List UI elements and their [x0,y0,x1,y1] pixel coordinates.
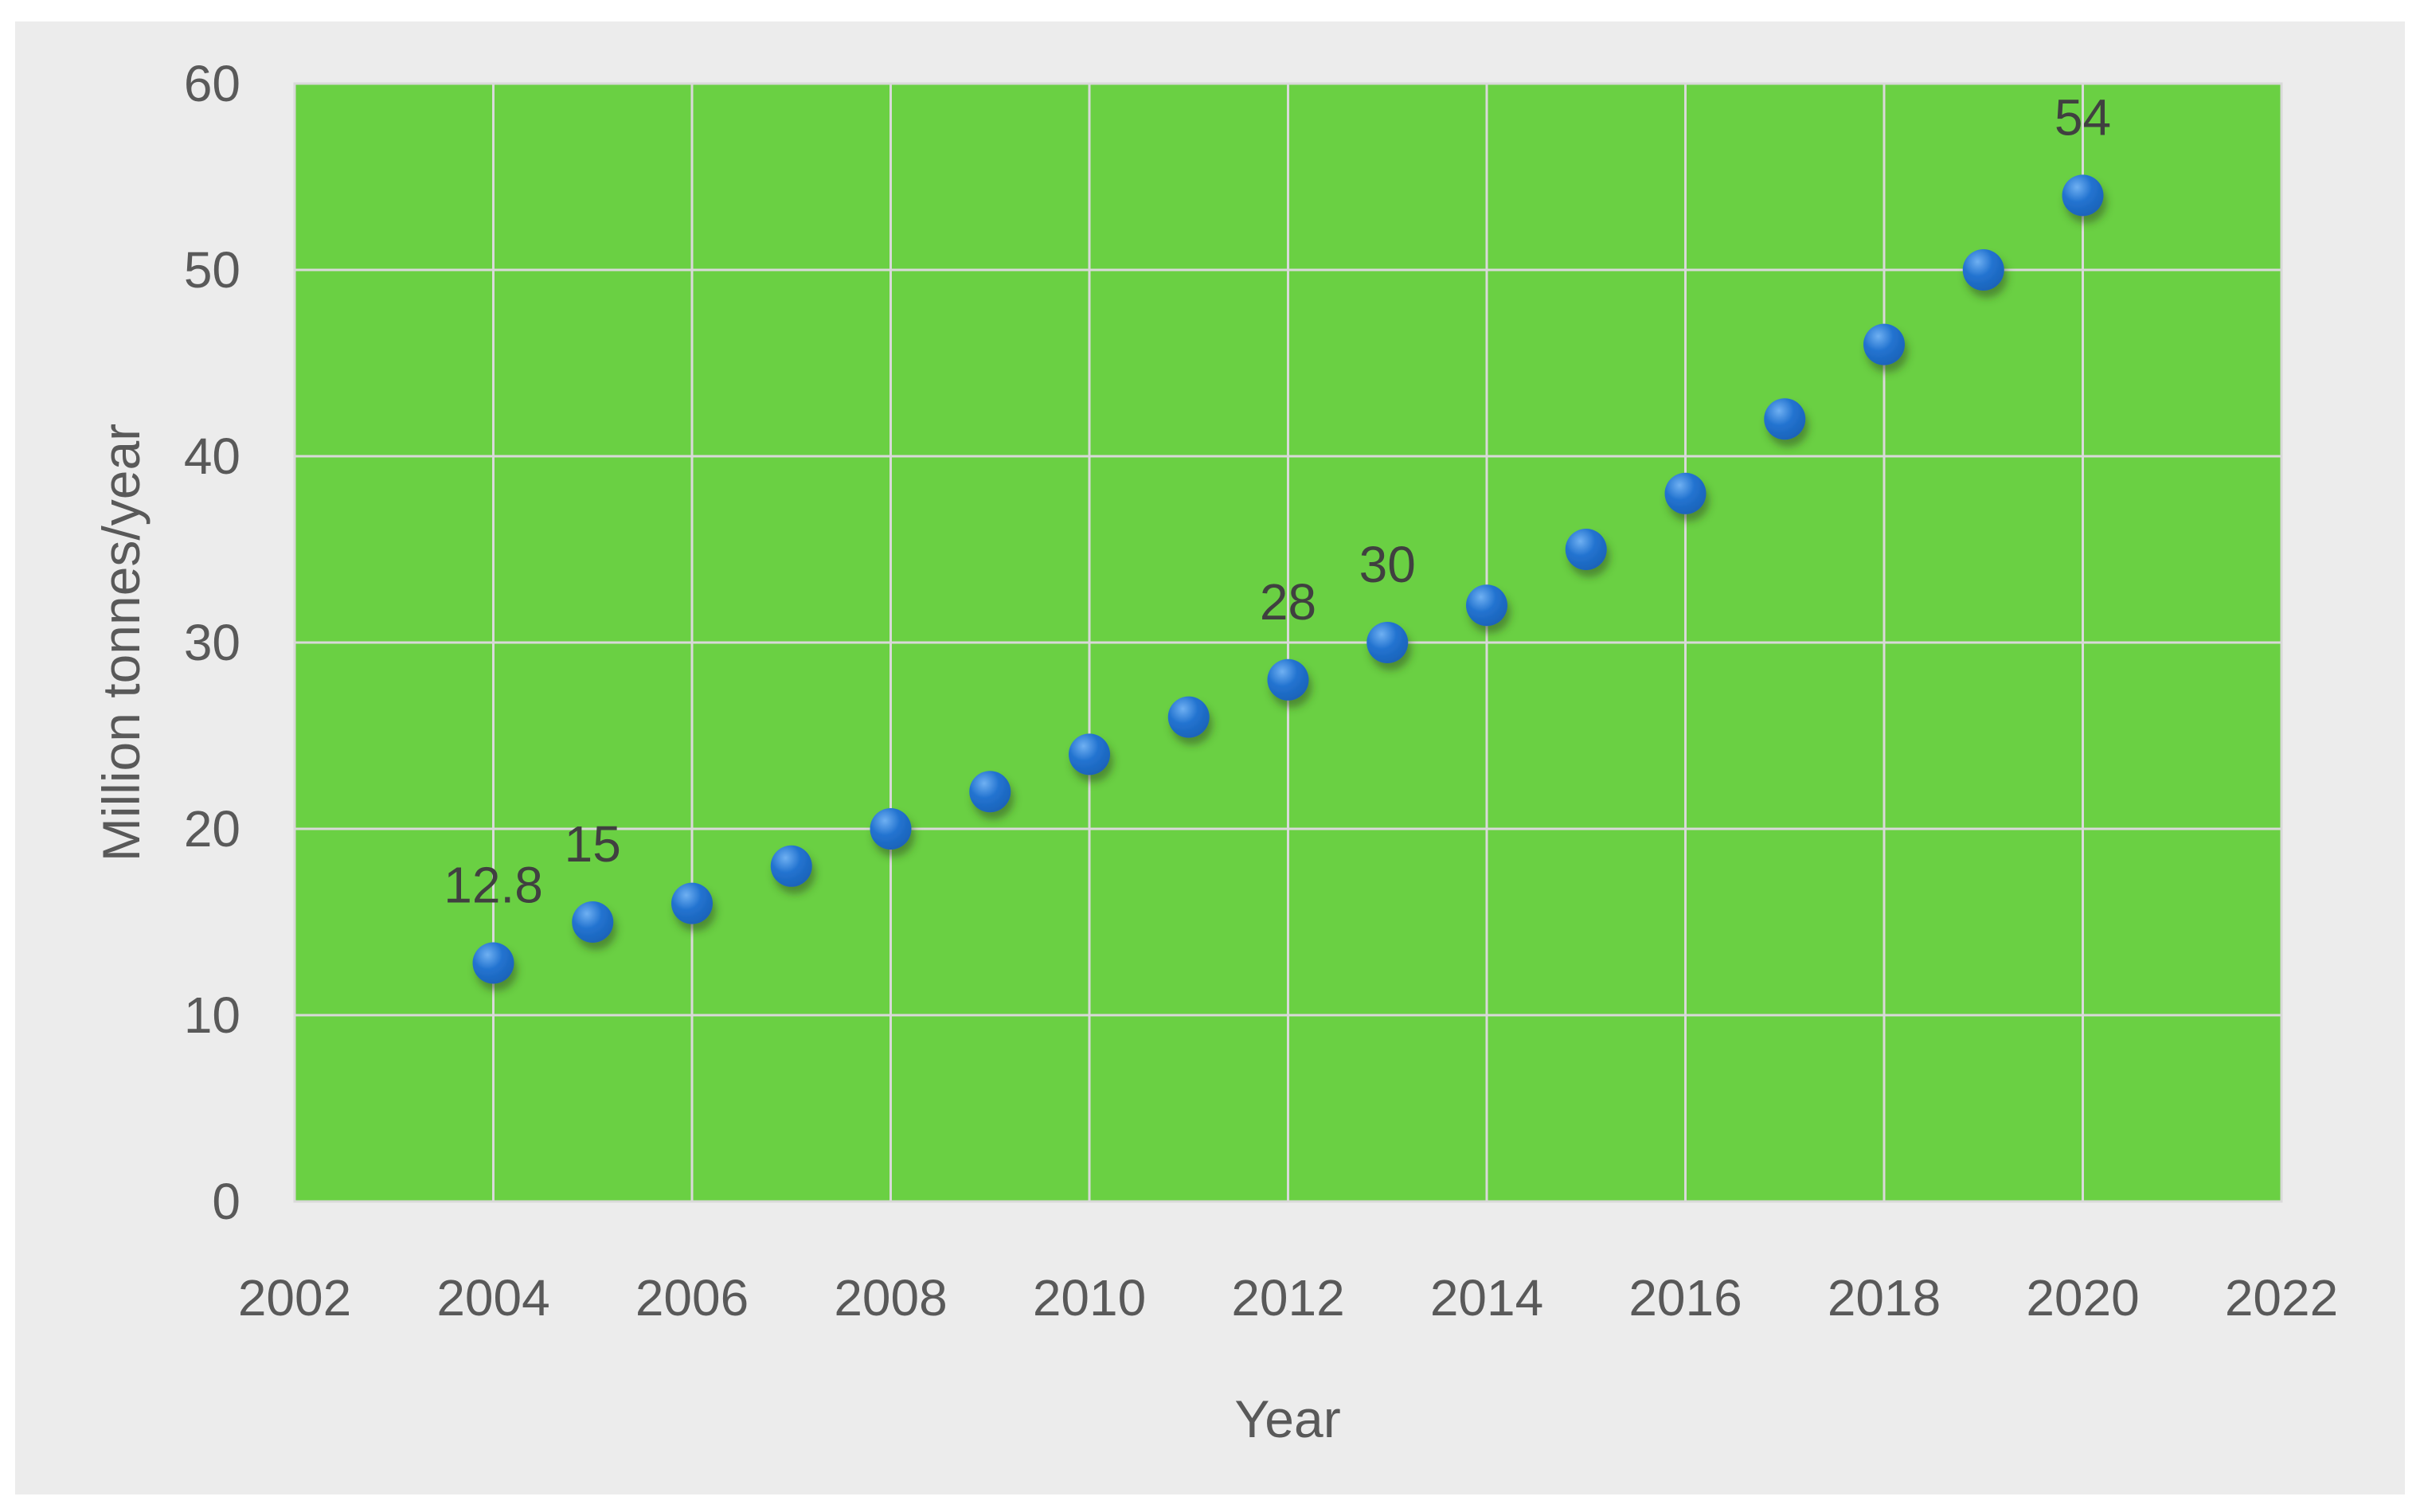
x-tick-label-2020: 2020 [2026,1269,2139,1326]
y-tick-label-0: 0 [212,1173,240,1230]
plot-border [293,82,2283,1203]
data-point-2015 [1565,529,1607,570]
data-point-2020 [2062,174,2104,217]
data-point-label-2020: 54 [2055,88,2111,146]
data-point-2005 [572,901,614,943]
data-point-2008 [870,808,912,850]
x-tick-label-2010: 2010 [1033,1269,1146,1326]
data-point-2007 [770,845,812,887]
data-point-2013 [1366,622,1409,663]
x-tick-label-2012: 2012 [1231,1269,1344,1326]
x-tick-label-2008: 2008 [834,1269,947,1326]
y-axis-title: Million tonnes/year [92,423,151,862]
data-point-2010 [1069,733,1110,776]
y-tick-label-10: 10 [184,987,240,1044]
x-tick-label-2004: 2004 [436,1269,549,1326]
x-tick-label-2014: 2014 [1430,1269,1543,1326]
data-point-2011 [1167,696,1210,738]
y-tick-label-60: 60 [184,55,240,112]
x-tick-label-2022: 2022 [2225,1269,2338,1326]
y-tick-label-40: 40 [184,428,240,485]
y-tick-label-20: 20 [184,800,240,858]
data-point-label-2012: 28 [1260,573,1316,631]
data-point-2009 [969,771,1011,813]
data-point-label-2004: 12.8 [444,856,543,913]
x-tick-label-2002: 2002 [238,1269,351,1326]
x-tick-label-2016: 2016 [1628,1269,1742,1326]
data-point-2016 [1664,472,1707,514]
y-tick-label-50: 50 [184,241,240,299]
data-point-2006 [671,882,713,924]
y-tick-label-30: 30 [184,614,240,671]
x-tick-label-2006: 2006 [635,1269,749,1326]
data-point-label-2005: 15 [565,815,621,873]
data-point-2018 [1863,323,1905,365]
data-point-2004 [472,942,514,984]
data-point-2017 [1764,398,1806,440]
data-point-label-2013: 30 [1359,536,1416,593]
x-tick-label-2018: 2018 [1828,1269,1941,1326]
x-axis-title: Year [1234,1389,1341,1448]
data-point-2019 [1962,249,2004,291]
data-point-2012 [1267,658,1309,701]
data-point-2014 [1466,584,1507,627]
